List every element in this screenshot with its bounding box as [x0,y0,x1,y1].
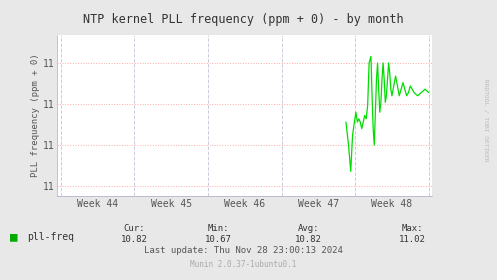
Y-axis label: PLL frequency (ppm + 0): PLL frequency (ppm + 0) [31,54,40,177]
Text: Avg:: Avg: [297,224,319,233]
Text: 10.67: 10.67 [205,235,232,244]
Text: Max:: Max: [402,224,423,233]
Text: Cur:: Cur: [123,224,145,233]
Text: RRDTOOL / TOBI OETIKER: RRDTOOL / TOBI OETIKER [484,79,489,162]
Text: Munin 2.0.37-1ubuntu0.1: Munin 2.0.37-1ubuntu0.1 [190,260,297,269]
Text: Last update: Thu Nov 28 23:00:13 2024: Last update: Thu Nov 28 23:00:13 2024 [144,246,343,255]
Text: 10.82: 10.82 [295,235,322,244]
Text: pll-freq: pll-freq [27,232,75,242]
Text: 11.02: 11.02 [399,235,426,244]
Text: NTP kernel PLL frequency (ppm + 0) - by month: NTP kernel PLL frequency (ppm + 0) - by … [83,13,404,25]
Text: ■: ■ [10,230,17,243]
Text: Min:: Min: [208,224,230,233]
Text: 10.82: 10.82 [121,235,148,244]
